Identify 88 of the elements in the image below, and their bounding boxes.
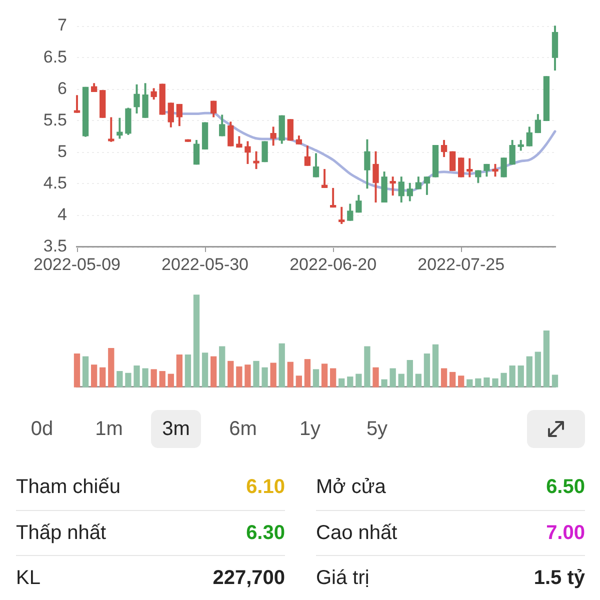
bar [82,356,89,388]
bar [253,360,260,388]
text: 3m [151,410,201,448]
x-tick-label: 2022-05-30 [162,254,249,274]
category-label: Cao nhất [316,522,398,544]
bar [142,368,148,388]
bar [552,374,558,388]
y-tick-label: 5.5 [43,110,67,130]
bar [440,368,448,388]
x-tick-label: 2022-06-20 [290,254,377,274]
category-label: Giá trị [316,566,370,590]
bar [193,294,200,388]
bar [466,379,473,388]
category-label: Thấp nhất [16,522,106,544]
bar [475,378,482,388]
bar [415,374,422,388]
text: 7.00 [546,522,585,544]
bar [347,376,354,388]
y-tick-label: 7 [58,16,67,35]
bar [484,377,490,388]
bar [210,356,217,388]
bar [458,376,464,388]
bar [236,366,242,388]
bar [244,364,251,388]
bar [312,369,320,388]
y-tick-label: 3.5 [43,236,67,256]
bar [398,374,404,388]
bar [509,366,516,388]
bar [150,369,157,388]
category-label: KL [16,566,40,590]
bar [74,354,80,388]
text: 1m [84,410,134,448]
bar [270,362,276,388]
bar [381,379,388,388]
bar [543,330,550,388]
bar [304,359,311,388]
bar [492,378,498,388]
bar [100,367,106,388]
bar [500,372,507,388]
bar [364,346,370,388]
y-tick-label: 6.5 [43,47,67,66]
bar [526,356,532,388]
bar [219,346,226,388]
bar [330,368,336,388]
text: 1y [285,410,335,448]
x-tick-label: 2022-05-09 [34,254,120,274]
bar [184,354,192,388]
bar [356,374,362,388]
bar [406,360,413,388]
bar [338,378,345,388]
bar [108,348,114,388]
text: 6.30 [246,522,285,544]
text: 1.5 tỷ [534,566,585,588]
bar [287,362,294,388]
bar [424,354,430,388]
bar [90,364,98,388]
bar [168,374,174,388]
y-tick-label: 4.5 [43,174,67,193]
bar [449,372,456,388]
bar [159,371,166,388]
y-tick-label: 4 [58,205,67,224]
candlestick [108,117,114,142]
category-label: Mở cửa [316,476,386,499]
text: 227,700 [212,566,285,588]
bar [125,372,132,388]
bar [432,344,439,388]
bar [202,352,208,388]
bar [296,376,302,388]
bar [278,343,285,388]
bar [116,371,123,388]
text: 6.10 [246,476,285,498]
bar [321,364,328,388]
text: 6.50 [546,476,585,498]
y-tick-label: 5 [58,142,67,161]
bar [176,354,183,388]
bar [372,367,379,388]
text: 5y [352,410,402,448]
category-label: Tham chiếu [16,476,120,499]
bar [518,366,524,388]
bar [228,360,234,388]
x-tick-label: 2022-07-25 [418,254,505,274]
bar [390,368,396,388]
text: 6m [218,410,268,448]
bar [262,367,268,388]
text: 0d [17,410,67,448]
bar [134,366,140,388]
bar [534,352,542,388]
y-tick-label: 6 [58,78,67,98]
